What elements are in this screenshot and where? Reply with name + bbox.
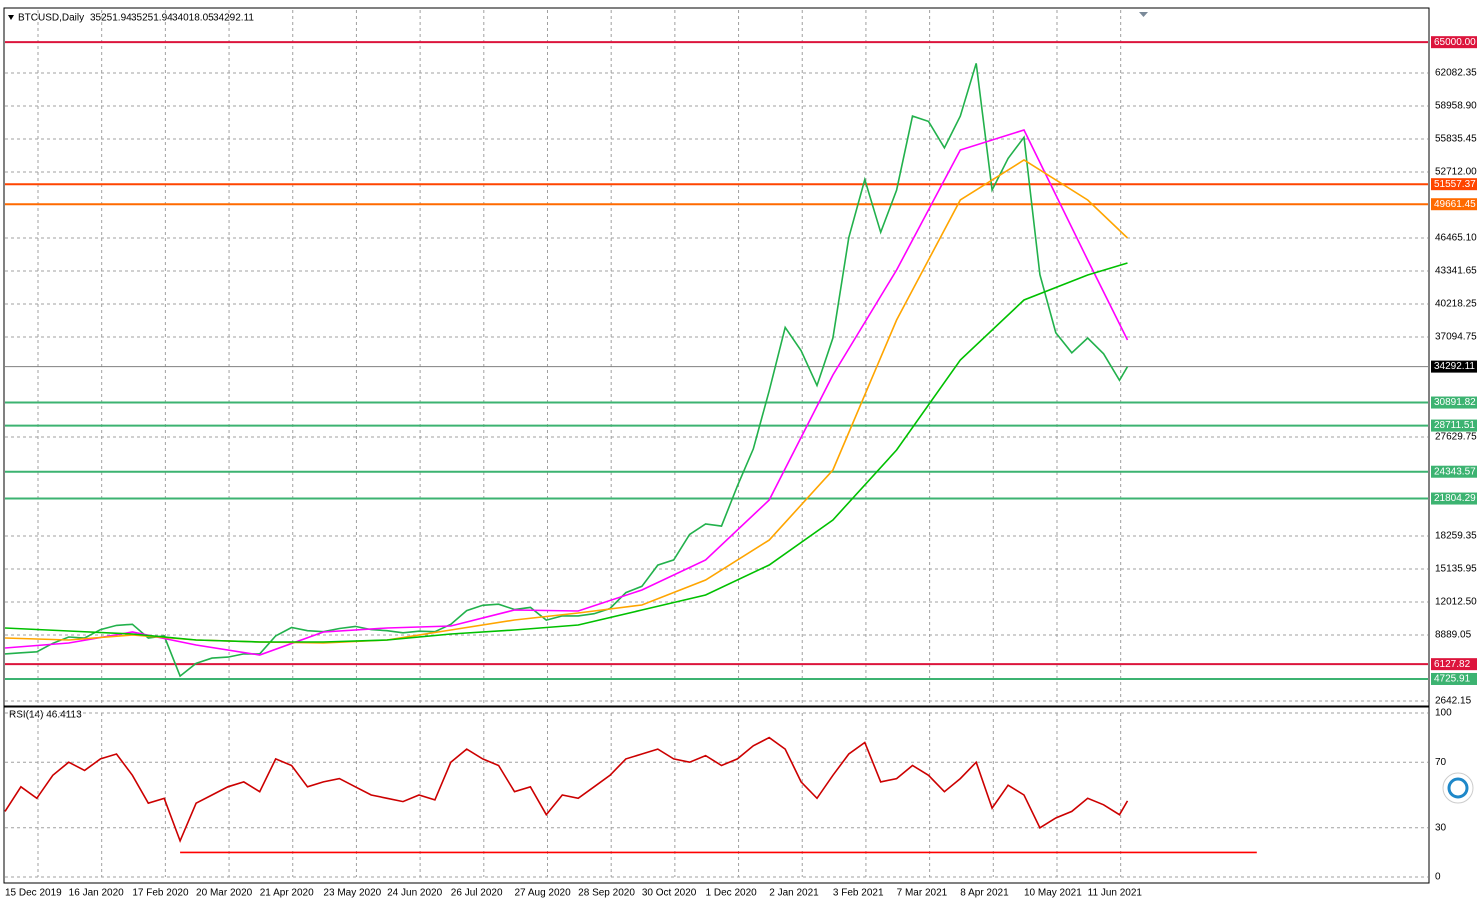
x-tick-label: 28 Sep 2020	[578, 888, 635, 899]
level-label-box	[1431, 492, 1477, 505]
x-tick-label: 15 Dec 2019	[5, 888, 62, 899]
ohlc-low: 34018.05	[172, 13, 214, 24]
x-tick-label: 26 Jul 2020	[451, 888, 503, 899]
ohlc-open: 35251.94	[90, 13, 132, 24]
y-tick-label: 40218.25	[1435, 299, 1477, 310]
level-label: 6127.82	[1434, 659, 1471, 670]
chat-icon-bubble[interactable]	[1447, 777, 1469, 799]
level-label: 21804.29	[1434, 493, 1476, 504]
y-tick-label: 2642.15	[1435, 696, 1472, 707]
chat-icon-ring[interactable]	[1442, 772, 1474, 804]
x-tick-label: 8 Apr 2021	[960, 888, 1009, 899]
y-tick-label: 52712.00	[1435, 167, 1477, 178]
rsi-title: RSI(14) 46.4113	[9, 710, 82, 721]
y-tick-label: 58958.90	[1435, 101, 1477, 112]
x-tick-label: 21 Apr 2020	[260, 888, 314, 899]
y-tick-label: 27629.75	[1435, 432, 1477, 443]
x-tick-label: 17 Feb 2020	[132, 888, 189, 899]
x-tick-label: 16 Jan 2020	[69, 888, 124, 899]
level-label: 4725.91	[1434, 674, 1471, 685]
y-tick-label: 62082.35	[1435, 68, 1477, 79]
x-tick-label: 20 Mar 2020	[196, 888, 253, 899]
shift-marker	[1139, 12, 1148, 17]
level-label: 24343.57	[1434, 466, 1476, 477]
y-tick-label: 30	[1435, 822, 1447, 833]
x-tick-label: 1 Dec 2020	[706, 888, 758, 899]
level-label-box	[1431, 178, 1477, 191]
x-tick-label: 7 Mar 2021	[897, 888, 948, 899]
y-tick-label: 55835.45	[1435, 134, 1477, 145]
series-line	[4, 262, 1128, 643]
y-tick-label: 18259.35	[1435, 531, 1477, 542]
y-tick-label: 70	[1435, 757, 1447, 768]
level-label-box	[1431, 419, 1477, 432]
level-label-box	[1431, 658, 1477, 671]
symbol: BTCUSD,Daily	[18, 13, 84, 24]
x-tick-label: 3 Feb 2021	[833, 888, 884, 899]
level-label: 65000.00	[1434, 37, 1476, 48]
x-tick-label: 2 Jan 2021	[769, 888, 819, 899]
level-label: 49661.45	[1434, 199, 1476, 210]
level-label: 28711.51	[1434, 420, 1475, 431]
y-tick-label: 43341.65	[1435, 266, 1477, 277]
level-label-box	[1431, 198, 1477, 211]
level-label-box	[1431, 36, 1477, 49]
x-tick-label: 27 Aug 2020	[514, 888, 571, 899]
x-tick-label: 30 Oct 2020	[642, 888, 697, 899]
level-label-box	[1431, 672, 1477, 685]
y-tick-label: 37094.75	[1435, 332, 1477, 343]
x-tick-label: 10 May 2021	[1024, 888, 1082, 899]
main-frame	[3, 7, 1430, 707]
series-line	[4, 736, 1129, 844]
level-label: 51557.37	[1434, 179, 1476, 190]
y-tick-label: 15135.95	[1435, 564, 1477, 575]
x-tick-label: 11 Jun 2021	[1088, 888, 1143, 899]
menu-arrow[interactable]	[8, 15, 14, 20]
price-label-box	[1431, 360, 1477, 373]
ohlc-high: 35251.94	[131, 13, 173, 24]
level-label-box	[1431, 465, 1477, 478]
y-tick-label: 12012.50	[1435, 597, 1477, 608]
series-line	[4, 129, 1129, 656]
chat-icon[interactable]	[1442, 772, 1474, 804]
y-tick-label: 46465.10	[1435, 233, 1477, 244]
y-tick-label: 0	[1435, 872, 1441, 883]
level-label-box	[1431, 396, 1477, 409]
x-tick-label: 24 Jun 2020	[387, 888, 442, 899]
y-tick-label: 100	[1435, 708, 1452, 719]
price-label: 34292.11	[1434, 361, 1475, 372]
series-line	[4, 63, 1129, 678]
y-tick-label: 8889.05	[1435, 630, 1472, 641]
ohlc-close: 34292.11	[213, 13, 254, 24]
level-label: 30891.82	[1434, 397, 1476, 408]
x-tick-label: 23 May 2020	[323, 888, 381, 899]
rsi-frame	[3, 706, 1430, 884]
